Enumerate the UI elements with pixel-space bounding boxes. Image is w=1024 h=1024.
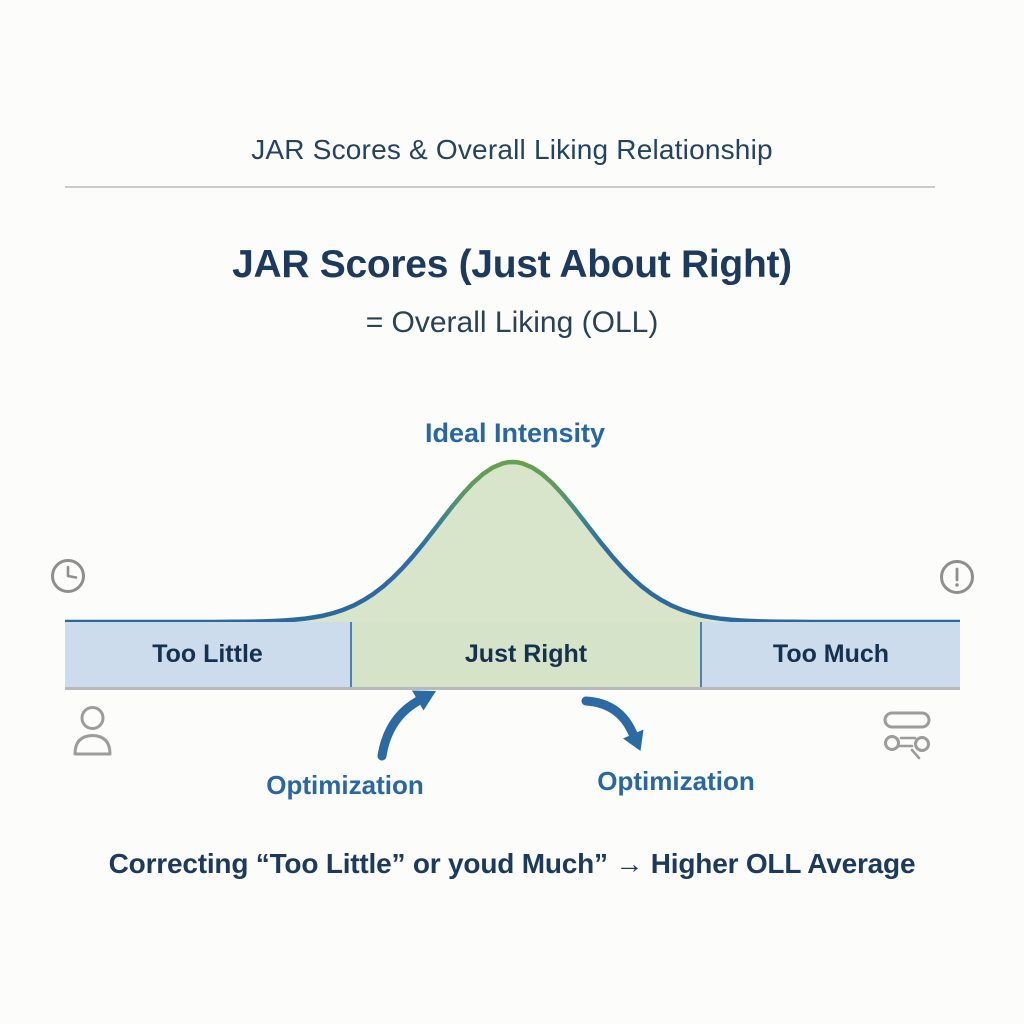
bell-curve — [65, 459, 960, 626]
jar-scale-bar: Too Little Just Right Too Much — [65, 622, 960, 690]
bell-curve-fill — [65, 462, 960, 626]
optimization-label-right: Optimization — [597, 766, 755, 796]
conclusion-statement: Correcting “Too Little” or youd Much” → … — [108, 848, 916, 879]
page-title: JAR Scores & Overall Liking Relationship — [251, 134, 773, 165]
segment-too-much: Too Much — [700, 622, 960, 687]
heading-main: JAR Scores (Just About Right) — [232, 243, 792, 286]
segment-too-little-label: Too Little — [152, 640, 263, 668]
optimization-label-left: Optimization — [266, 770, 424, 800]
title-divider — [65, 186, 935, 188]
bell-curve-line — [65, 459, 960, 625]
ideal-intensity-label: Ideal Intensity — [424, 418, 606, 448]
flowchart-icon — [883, 711, 931, 760]
person-icon — [73, 706, 112, 756]
arrow-up-right-icon — [377, 690, 436, 761]
segment-just-right-label: Just Right — [464, 640, 588, 668]
segment-too-little: Too Little — [65, 622, 350, 687]
arrow-down-right-icon — [581, 696, 644, 751]
clock-icon — [51, 559, 85, 593]
alert-icon — [940, 560, 974, 594]
segment-too-much-label: Too Much — [772, 640, 890, 668]
heading-sub: = Overall Liking (OLL) — [365, 306, 659, 339]
segment-just-right: Just Right — [350, 622, 700, 687]
